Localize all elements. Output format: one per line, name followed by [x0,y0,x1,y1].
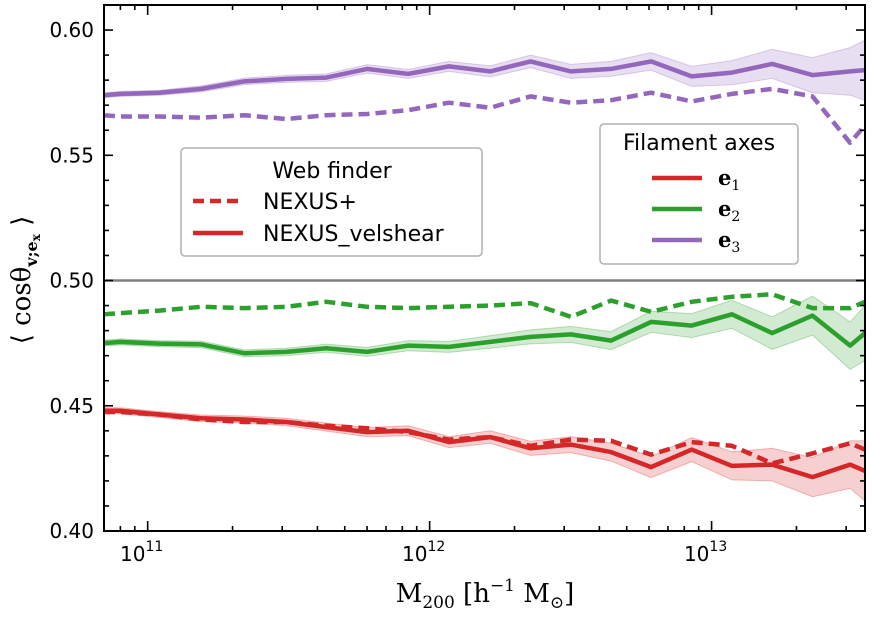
legend-web-finder-frame [180,147,483,257]
y-tick-label-0.60: 0.60 [49,18,94,42]
x-tick-label-11: 1011 [120,539,163,566]
x-tick-label-exponent: 11 [145,539,163,555]
legend-e3-symbol: e [718,227,731,252]
x-tick-label-exponent: 12 [427,539,445,555]
legend-filament-axes-title: Filament axes [623,131,775,156]
legend-e1-sub: 1 [731,178,740,194]
x-label-symbol: M [396,579,423,609]
y-tick-label-0.40: 0.40 [49,519,94,543]
x-label-units-tail: M [523,579,550,609]
x-tick-label-exponent: 13 [709,539,727,555]
x-label-sub: 200 [422,593,454,613]
x-label-units-sup: −1 [490,576,515,596]
legend-e2-label: e2 [718,196,740,225]
legend-e2-symbol: e [718,196,731,221]
x-label-units-sub: ⊙ [550,593,564,613]
line-e2-nexus- [103,292,866,320]
y-label-sub: v;e [22,241,41,267]
legend-nexus-velshear-label: NEXUS_velshear [263,222,445,247]
y-label-subsub: x [29,233,43,241]
x-tick-label-12: 1012 [402,539,445,566]
x-tick-label-base: 10 [684,542,709,566]
plot-frame [103,4,866,532]
x-tick-label-13: 1013 [684,539,727,566]
line-e3-nexus-velshear [103,59,866,98]
legend-e2-sub: 2 [731,209,740,225]
line-e1-nexus- [104,409,866,466]
x-tick-label-base: 10 [402,542,427,566]
line-e2-nexus-velshear [103,312,867,356]
legend-filament-axes-frame [599,123,799,265]
legend-web-finder: Web finder NEXUS+ NEXUS_velshear [180,147,483,257]
y-tick-label-0.50: 0.50 [49,269,94,293]
legend-e1-label: e1 [718,165,740,194]
y-label-close: ⟩ [7,216,37,226]
line-e3-nexus- [103,86,867,146]
y-label-main: ⟨ cosθ [7,267,37,345]
y-axis-label: ⟨ cosθv;ex ⟩ [7,216,43,345]
y-tick-label-0.45: 0.45 [49,394,94,418]
legend-e3-sub: 3 [731,240,740,256]
axis-ticks [103,5,865,532]
series-lines [103,59,867,480]
legend-web-finder-title: Web finder [272,159,392,184]
y-tick-label-0.55: 0.55 [49,143,94,167]
x-label-units: [h [463,579,490,609]
legend-e1-symbol: e [718,165,731,190]
legend-filament-axes: Filament axes e1 e2 e3 [599,123,799,265]
x-label-units-close: ] [564,579,574,609]
legend-e3-label: e3 [718,227,740,256]
legend-nexus-plus-label: NEXUS+ [263,190,357,215]
x-tick-label-base: 10 [120,542,145,566]
x-axis-label: M200 [h−1 M⊙] [396,576,575,613]
